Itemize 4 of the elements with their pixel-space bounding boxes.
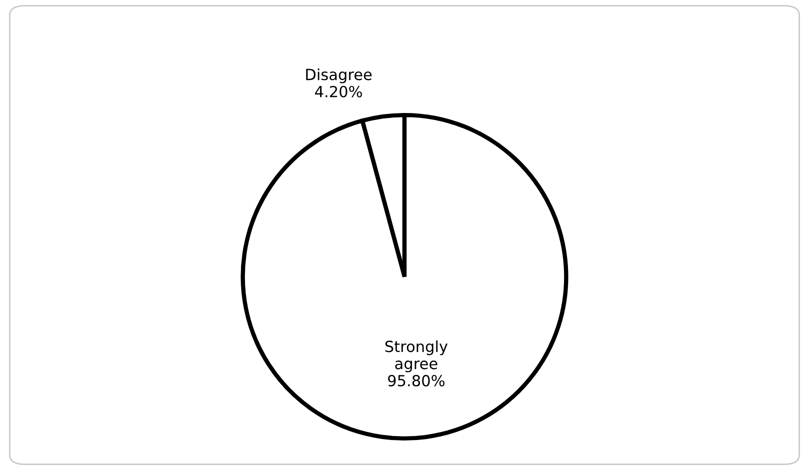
slice-label: Disagree [306, 68, 372, 84]
slice-label: Strongly agree [385, 340, 448, 372]
data-label: 4.20% [315, 86, 362, 98]
data-label: 95.80% [388, 374, 444, 386]
